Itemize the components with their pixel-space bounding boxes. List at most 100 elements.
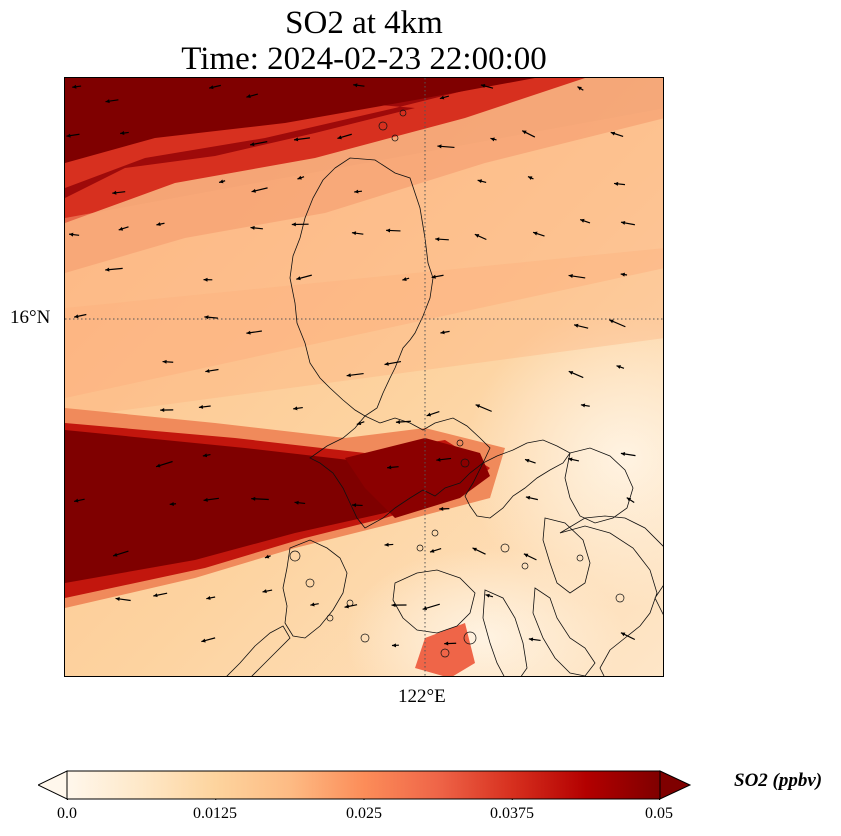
colorbar-tick-4: 0.05 [645, 805, 673, 822]
wind-arrow-head [294, 500, 299, 505]
coastline-leyte [542, 517, 591, 594]
wind-arrow-head [264, 554, 270, 559]
wind-arrow-head [568, 457, 573, 462]
wind-arrow-head [250, 225, 255, 230]
wind-arrow-head [472, 547, 477, 552]
wind-arrow-head [580, 403, 586, 408]
colorbar-body [66, 770, 661, 800]
wind-arrow-head [616, 365, 621, 369]
wind-arrow-head [346, 373, 351, 378]
wind-arrow-head [153, 593, 158, 598]
wind-arrow-head [69, 232, 74, 237]
colorbar-extend-min [38, 770, 68, 800]
wind-arrow-head [251, 496, 256, 501]
wind-arrow-head [219, 179, 224, 184]
wind-arrow-head [105, 267, 110, 272]
wind-arrow-head [201, 638, 206, 643]
so2-map-panel [64, 77, 664, 677]
wind-arrow-head [74, 314, 79, 319]
wind-arrow-head [384, 542, 389, 547]
wind-arrow-head [391, 603, 396, 608]
wind-arrow-head [477, 179, 483, 184]
mid-band-2 [65, 248, 663, 418]
wind-arrow-head [118, 226, 124, 231]
wind-arrow-head [568, 274, 573, 278]
wind-arrow-head [426, 412, 432, 417]
wind-arrow-head [310, 602, 315, 607]
wind-arrow-head [440, 330, 445, 335]
wind-arrow-head [391, 643, 397, 648]
wind-arrow-head [439, 95, 445, 100]
map-title-line2: Time: 2024-02-23 22:00:00 [181, 41, 547, 77]
wind-arrow-head [250, 142, 255, 147]
wind-arrow-head [525, 458, 530, 463]
wind-arrow-head [620, 272, 625, 277]
wind-arrow-head [72, 84, 77, 89]
wind-arrow-head [485, 593, 490, 598]
wind-arrow-head [297, 175, 302, 180]
map-canvas [65, 78, 663, 676]
wind-arrow-head [246, 94, 251, 99]
wind-arrow-head [422, 606, 428, 611]
wind-arrow-head [204, 315, 209, 320]
wind-arrow-head [609, 319, 614, 324]
wind-arrow-head [66, 133, 71, 138]
plume-north-core [65, 78, 515, 198]
pale-region-east [465, 308, 663, 608]
wind-arrow-head [160, 408, 165, 413]
wind-arrow-head [614, 181, 619, 186]
coastline-mindoro [282, 539, 348, 639]
wind-arrow-head [209, 85, 214, 90]
coastline-mindanao [559, 515, 663, 676]
wind-arrow-head [169, 502, 174, 506]
small-islands [289, 109, 625, 658]
wind-arrow-head [577, 86, 582, 91]
wind-vectors [66, 83, 636, 648]
wind-arrow-head [474, 234, 480, 238]
plume-north-core2 [65, 78, 535, 163]
lon-tick-label: 122°E [398, 686, 446, 707]
coastline-cebu-bohol [532, 587, 596, 676]
lat-tick-label: 16°N [10, 307, 51, 328]
coastline-samar [564, 447, 634, 524]
wind-arrow-head [291, 222, 296, 227]
wind-arrow-head [444, 641, 449, 646]
wind-arrow-head [105, 99, 110, 104]
wind-arrow-head [115, 597, 120, 601]
wind-arrow-head [156, 222, 161, 227]
wind-arrow-head [626, 497, 632, 502]
wind-arrow-head [528, 637, 534, 642]
wind-arrow-head [198, 404, 204, 409]
coastline-negros [482, 589, 528, 676]
map-title-line1: SO2 at 4km [285, 5, 443, 41]
wind-arrow-head [205, 368, 210, 373]
mid-band [65, 108, 663, 398]
wind-arrow-head [354, 189, 359, 194]
wind-arrow-head [402, 277, 407, 281]
wind-arrow-head [262, 589, 267, 594]
wind-arrow-head [435, 237, 440, 242]
wind-arrow-head [113, 552, 118, 557]
coastline-panay [392, 569, 476, 634]
wind-arrow-head [439, 506, 444, 511]
wind-arrow-head [246, 330, 251, 335]
wind-arrow-head [337, 135, 342, 140]
colorbar [38, 770, 692, 800]
wind-arrow-head [395, 419, 401, 424]
colorbar-tick-3: 0.0375 [490, 805, 534, 822]
wind-arrow-head [525, 495, 531, 500]
wind-arrow-head [293, 137, 299, 142]
wind-arrow-head [437, 144, 442, 149]
wind-arrow-head [156, 463, 161, 468]
colorbar-tick-0: 0.0 [57, 805, 77, 822]
wind-arrow-head [527, 176, 533, 180]
wind-arrow-head [293, 406, 298, 411]
colorbar-label: SO2 (ppbv) [734, 770, 823, 791]
wind-arrow-head [523, 553, 529, 558]
wind-arrow-head [162, 359, 167, 364]
wind-arrow-head [475, 404, 481, 409]
wind-arrow-head [384, 361, 389, 366]
wind-arrow-head [480, 84, 486, 88]
coastline-luzon [289, 157, 434, 417]
wind-arrow-head [356, 421, 362, 425]
